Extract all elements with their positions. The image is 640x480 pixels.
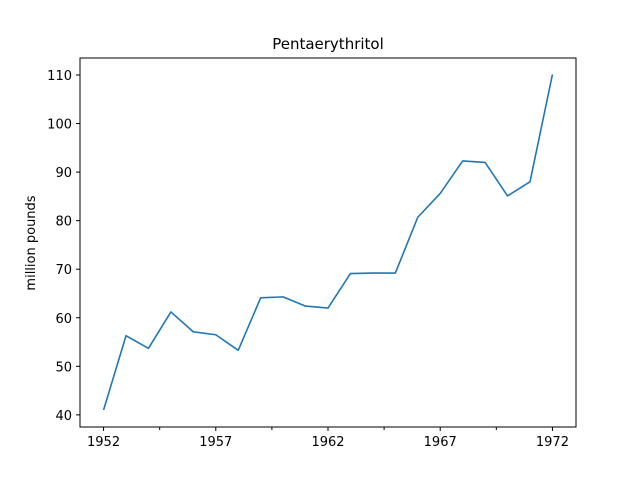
y-axis-label: million pounds bbox=[24, 195, 39, 290]
y-tick-label-40: 40 bbox=[55, 409, 72, 424]
x-tick-label-1952: 1952 bbox=[87, 435, 120, 450]
y-tick-label-90: 90 bbox=[55, 166, 72, 181]
y-tick-label-100: 100 bbox=[47, 118, 72, 133]
y-tick-label-70: 70 bbox=[55, 263, 72, 278]
plot-area: 1952 1957 1962 1967 1972 40 50 60 70 80 90 100 110 bbox=[47, 57, 577, 450]
y-tick-label-60: 60 bbox=[55, 312, 72, 327]
chart-title: Pentaerythritol bbox=[272, 35, 384, 53]
x-tick-label-1972: 1972 bbox=[536, 435, 569, 450]
y-tick-label-50: 50 bbox=[55, 360, 72, 375]
y-tick-label-110: 110 bbox=[47, 69, 72, 84]
x-tick-label-1967: 1967 bbox=[424, 435, 457, 450]
x-tick-label-1957: 1957 bbox=[199, 435, 232, 450]
y-tick-label-80: 80 bbox=[55, 215, 72, 230]
x-tick-label-1962: 1962 bbox=[311, 435, 344, 450]
